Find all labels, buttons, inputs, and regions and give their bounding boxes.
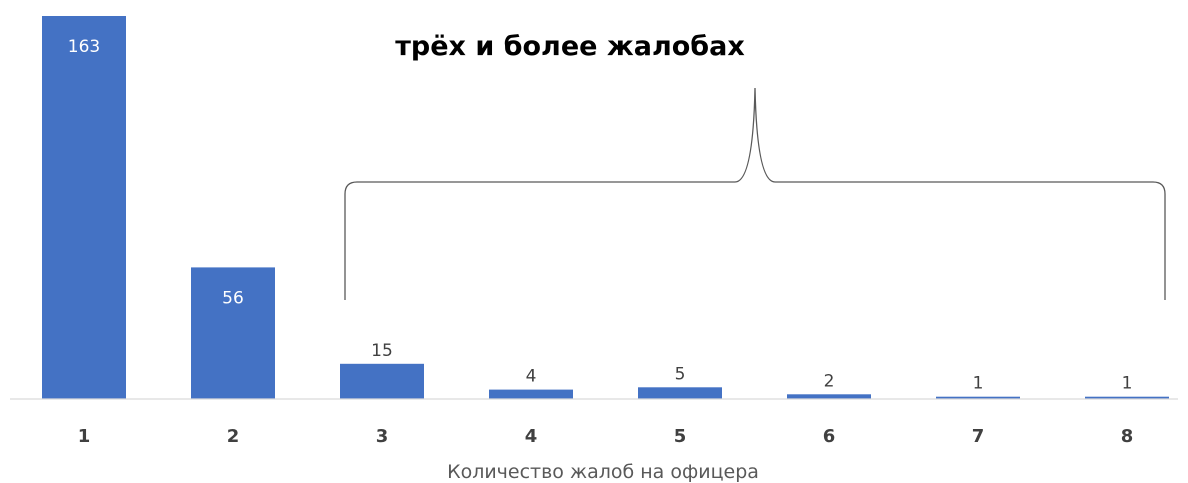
data-label-6: 2 xyxy=(824,371,835,391)
curly-brace-annotation xyxy=(344,87,1166,300)
x-tick-label-4: 4 xyxy=(525,426,538,447)
data-label-3: 15 xyxy=(371,341,393,361)
x-tick-label-7: 7 xyxy=(972,426,985,447)
x-axis-title: Количество жалоб на офицера xyxy=(447,461,759,483)
bar-8 xyxy=(1085,396,1169,399)
x-tick-label-1: 1 xyxy=(78,426,91,447)
data-label-4: 4 xyxy=(526,367,537,387)
x-tick-labels-group: 1 2 3 4 5 6 7 8 xyxy=(78,426,1134,447)
data-label-1: 163 xyxy=(68,37,100,57)
x-tick-label-5: 5 xyxy=(674,426,687,447)
data-label-5: 5 xyxy=(675,364,686,384)
data-label-7: 1 xyxy=(973,374,984,394)
x-tick-label-2: 2 xyxy=(227,426,240,447)
bar-7 xyxy=(936,396,1020,399)
bar-2 xyxy=(191,267,275,399)
annotation-text-line-2: трёх и более жалобах xyxy=(395,31,745,62)
bar-4 xyxy=(489,389,573,399)
bar-1 xyxy=(42,16,126,399)
bar-6 xyxy=(787,394,871,399)
bars-group xyxy=(42,16,1169,399)
data-label-2: 56 xyxy=(222,288,244,308)
data-label-8: 1 xyxy=(1122,374,1133,394)
x-tick-label-6: 6 xyxy=(823,426,836,447)
x-tick-label-3: 3 xyxy=(376,426,389,447)
data-labels-group: 163 56 15 4 5 2 1 1 xyxy=(68,37,1133,394)
x-tick-label-8: 8 xyxy=(1121,426,1134,447)
bar-5 xyxy=(638,387,722,399)
bar-3 xyxy=(340,363,424,399)
